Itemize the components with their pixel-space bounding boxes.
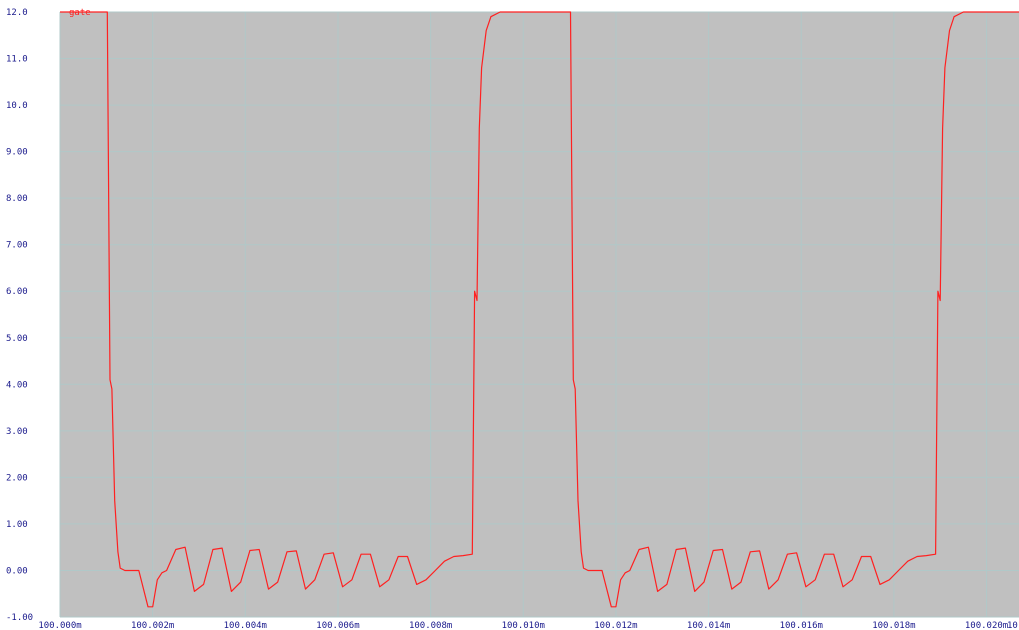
y-tick-label: 1.00 <box>6 520 28 530</box>
x-tick-label: 100.000m <box>38 621 81 630</box>
y-axis-tick-labels: 12.0 11.0 10.0 9.00 8.00 7.00 6.00 5.00 4.00 3.00… <box>6 8 33 623</box>
x-tick-label: 100.004m <box>224 621 267 630</box>
x-tick-label: 100.014m <box>687 621 730 630</box>
x-tick-label: 100.018m <box>872 621 915 630</box>
x-tick-label: 100.010m <box>502 621 545 630</box>
x-tick-label: 10 <box>1007 621 1018 630</box>
y-tick-label: 11.0 <box>6 55 28 65</box>
y-tick-label: 4.00 <box>6 380 28 390</box>
trace-label-gate: gate <box>69 8 91 18</box>
x-tick-label: 100.016m <box>780 621 823 630</box>
x-tick-label: 100.008m <box>409 621 452 630</box>
trace-gate <box>60 11 1019 608</box>
x-axis-tick-labels: 100.000m 100.002m 100.004m 100.006m 100.008m… <box>38 621 1018 630</box>
y-tick-label: -1.00 <box>6 613 33 623</box>
y-tick-label: 7.00 <box>6 241 28 251</box>
grid-lines <box>59 11 1019 618</box>
y-tick-label: 0.00 <box>6 566 28 576</box>
y-tick-label: 10.0 <box>6 101 28 111</box>
y-tick-label: 5.00 <box>6 334 28 344</box>
x-tick-label: 100.020m <box>965 621 1008 630</box>
y-tick-label: 12.0 <box>6 8 28 18</box>
y-tick-label: 2.00 <box>6 473 28 483</box>
trace-legend: gate <box>62 8 91 18</box>
plot-background <box>60 12 1019 617</box>
y-tick-label: 9.00 <box>6 148 28 158</box>
y-tick-label: 3.00 <box>6 427 28 437</box>
x-tick-label: 100.006m <box>316 621 359 630</box>
x-tick-label: 100.012m <box>594 621 637 630</box>
y-tick-label: 6.00 <box>6 287 28 297</box>
y-tick-label: 8.00 <box>6 194 28 204</box>
x-tick-label: 100.002m <box>131 621 174 630</box>
trace-layer <box>60 11 1019 608</box>
